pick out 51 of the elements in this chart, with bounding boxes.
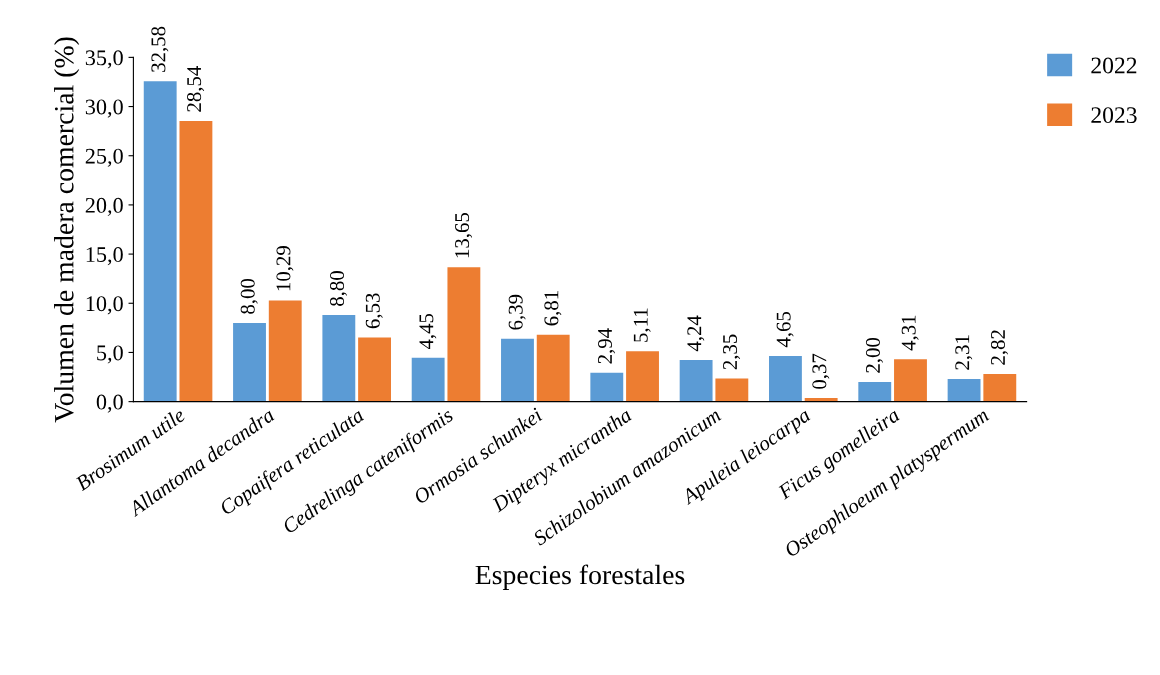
data-label: 5,11 [633,308,651,342]
data-label: 6,53 [365,293,383,329]
y-tick-label: 10,0 [86,296,123,315]
y-axis-title: Volumen de madera comercial (%) [54,37,80,423]
data-label: 13,65 [455,212,473,258]
data-label: 32,58 [151,26,169,72]
bar [983,373,1017,402]
y-tick-label: 5,0 [97,345,123,364]
bar [858,381,892,402]
y-tick-label: 20,0 [85,197,123,217]
data-label: 4,45 [419,313,437,350]
bar [322,315,356,402]
y-tick-label: 0,0 [96,394,123,413]
bar [358,337,391,402]
x-axis-title: Especies forestales [475,564,685,590]
bar [268,300,302,402]
bar [894,359,927,402]
data-label: 0,37 [812,353,830,389]
y-tick-label: 25,0 [85,148,123,167]
legend-label: 2023 [1091,107,1137,124]
bar [447,267,481,402]
data-label: 6,39 [508,294,526,330]
data-label: 2,00 [865,337,883,373]
data-label: 28,54 [187,66,205,112]
data-label: 2,31 [955,335,973,370]
y-tick-label: 15,0 [86,247,123,266]
data-label: 2,94 [598,328,616,364]
bar [143,81,177,402]
data-label: 4,65 [776,311,794,348]
data-label: 8,80 [329,271,348,306]
data-label: 6,81 [544,291,562,326]
legend-label: 2022 [1091,57,1137,74]
bar [411,357,445,402]
bar [715,378,749,402]
y-tick-label: 30,0 [85,99,123,118]
data-label: 2,82 [990,330,1009,365]
data-label: 10,29 [276,246,294,291]
bar [947,378,981,402]
data-label: 4,24 [687,315,705,352]
data-label: 8,00 [240,278,258,314]
bar [233,322,266,402]
bar [179,120,213,402]
bar [679,359,713,402]
data-label: 2,35 [723,334,741,370]
bar [769,355,802,402]
bar [590,372,624,402]
bar [536,334,570,402]
data-label: 4,31 [901,315,919,351]
bar [626,351,659,402]
y-tick-label: 35,0 [85,50,123,69]
bar [501,338,534,402]
